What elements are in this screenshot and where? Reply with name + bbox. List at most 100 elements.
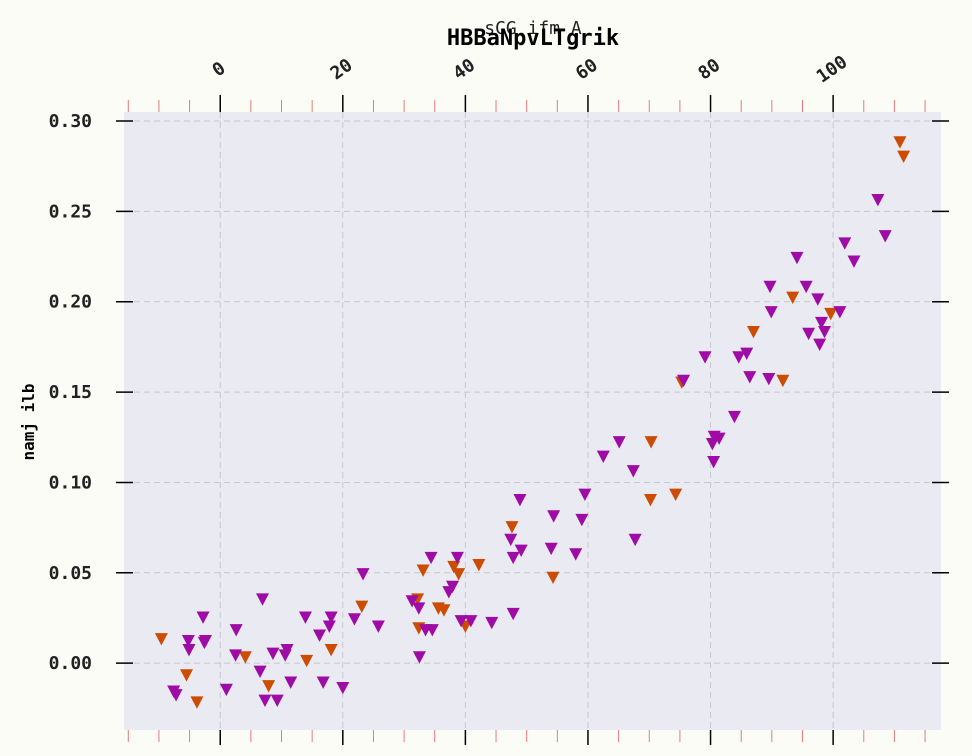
data-point-series-a — [746, 325, 760, 339]
data-point-series-b — [258, 694, 272, 707]
data-point-series-b — [405, 595, 419, 608]
data-point-series-a — [238, 651, 252, 664]
data-point-series-b — [790, 251, 804, 265]
x-tick-label: 100 — [813, 52, 852, 88]
data-point-series-b — [298, 611, 312, 624]
data-point-series-b — [181, 634, 195, 648]
data-point-series-b — [799, 280, 813, 294]
data-point-series-b — [712, 432, 726, 445]
data-point-series-a — [190, 696, 204, 709]
data-point-series-b — [833, 306, 847, 319]
data-point-series-a — [262, 680, 276, 693]
data-point-series-a — [447, 560, 461, 574]
y-tick-label: 0.25 — [49, 201, 92, 222]
data-point-series-a — [505, 521, 519, 534]
y-tick-label: 0.15 — [49, 382, 92, 403]
data-point-series-b — [504, 533, 518, 547]
data-point-series-b — [677, 374, 691, 388]
data-point-series-b — [506, 551, 520, 565]
data-point-series-b — [802, 327, 816, 341]
chart-title: HBBaNpvLTgrik — [447, 26, 619, 51]
data-point-series-b — [196, 611, 210, 624]
data-point-series-b — [740, 347, 754, 360]
data-point-series-a — [897, 150, 911, 164]
data-point-series-b — [513, 494, 527, 507]
data-point-series-b — [485, 616, 499, 630]
data-point-series-a — [776, 374, 790, 388]
data-point-series-a — [416, 564, 430, 577]
data-point-series-b — [596, 450, 610, 463]
data-point-series-b — [544, 542, 558, 556]
data-point-series-b — [412, 651, 426, 664]
data-point-series-b — [412, 602, 426, 615]
data-point-series-b — [764, 306, 778, 319]
grid — [124, 112, 941, 730]
data-point-series-a — [452, 568, 466, 581]
data-point-series-b — [547, 510, 561, 523]
x-tick-label: 60 — [572, 55, 602, 85]
data-point-series-b — [284, 676, 298, 689]
data-point-series-a — [437, 604, 451, 617]
data-point-series-b — [356, 568, 370, 581]
data-point-series-b — [253, 665, 267, 679]
data-point-series-a — [472, 559, 486, 572]
data-point-series-b — [698, 351, 712, 364]
data-point-series-b — [425, 624, 439, 637]
data-point-series-b — [569, 548, 583, 561]
data-point-series-b — [256, 593, 270, 606]
minor-ticks — [127, 100, 926, 742]
data-point-series-b — [707, 456, 721, 469]
y-tick-label: 0.30 — [49, 111, 92, 132]
data-point-series-a — [300, 654, 314, 668]
chart-subtitle: sCG ifm A — [484, 18, 582, 39]
data-point-series-b — [446, 580, 460, 594]
data-point-series-a — [324, 643, 338, 657]
data-point-series-b — [612, 436, 626, 449]
data-point-series-b — [454, 615, 468, 628]
data-point-series-b — [316, 676, 330, 689]
data-point-series-b — [578, 488, 592, 501]
x-tick-label: 80 — [694, 55, 724, 85]
y-axis-label: namj ilb — [19, 383, 38, 460]
data-point-series-b — [814, 316, 828, 330]
data-point-series-b — [450, 551, 464, 565]
data-point-series-a — [824, 307, 838, 321]
y-tick-label: 0.10 — [49, 472, 92, 493]
data-point-series-b — [871, 194, 885, 207]
data-point-series-b — [811, 293, 825, 306]
x-tick-label: 40 — [449, 55, 479, 85]
y-tick-label: 0.05 — [49, 563, 92, 584]
data-point-series-b — [514, 544, 528, 557]
data-point-series-b — [838, 237, 852, 250]
data-point-series-b — [763, 280, 777, 294]
data-point-series-b — [705, 437, 719, 451]
data-point-series-a — [355, 600, 369, 613]
data-point-series-b — [575, 513, 589, 527]
data-point-series-b — [199, 634, 213, 648]
data-point-series-b — [847, 255, 861, 268]
y-tick-label: 0.20 — [49, 292, 92, 313]
data-point-series-b — [182, 643, 196, 657]
data-point-series-a — [546, 571, 560, 585]
data-point-series-b — [169, 689, 183, 702]
data-point-series-b — [743, 371, 757, 384]
data-point-series-b — [813, 338, 827, 351]
data-point-series-b — [464, 615, 478, 628]
data-point-series-b — [347, 613, 361, 626]
data-point-series-a — [644, 436, 658, 449]
data-points — [154, 136, 911, 709]
data-point-series-b — [628, 533, 642, 547]
data-point-series-a — [154, 633, 168, 646]
data-point-series-a — [643, 494, 657, 507]
data-point-series-b — [727, 410, 741, 424]
data-point-series-b — [424, 551, 438, 565]
data-point-series-b — [270, 694, 284, 707]
data-point-series-b — [324, 611, 338, 624]
y-tick-label: 0.00 — [49, 653, 92, 674]
data-point-series-b — [626, 465, 640, 478]
data-point-series-b — [266, 647, 280, 660]
data-point-series-b — [229, 624, 243, 637]
plot-background — [124, 112, 941, 730]
data-point-series-b — [229, 649, 243, 662]
